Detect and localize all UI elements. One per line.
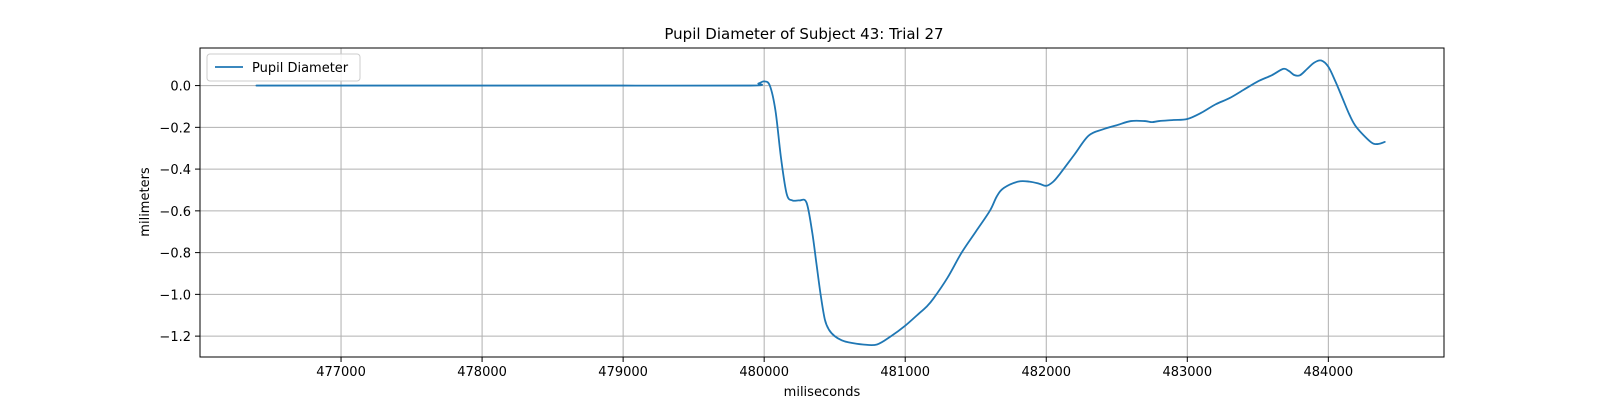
legend-box [206,53,361,82]
x-tick-label: 478000 [457,365,507,380]
series-layer [255,59,1386,347]
y-tick-label: −1.2 [159,330,191,345]
x-tick-label: 481000 [880,365,930,380]
x-tick-label: 482000 [1021,365,1071,380]
legend-label: Pupil Diameter [252,61,349,76]
y-tick-label: −0.4 [159,163,191,178]
chart-title: Pupil Diameter of Subject 43: Trial 27 [664,25,943,43]
legend: Pupil Diameter [206,53,361,82]
x-tick-label: 483000 [1162,365,1212,380]
x-axis-label: miliseconds [784,385,861,400]
grid-layer [200,48,1444,357]
y-tick-label: −0.8 [159,247,191,262]
x-tick-label: 477000 [316,365,366,380]
y-tick-label: −1.0 [159,288,191,303]
y-tick-label: −0.2 [159,121,191,136]
y-axis-label: milimeters [138,167,153,237]
x-tick-label: 479000 [598,365,648,380]
tick-layer: 477000 478000 479000 480000 481000 482000 4830… [159,80,1353,380]
x-tick-label: 480000 [739,365,789,380]
series-line-pupil-diameter [255,59,1386,347]
y-tick-label: 0.0 [170,80,191,95]
x-tick-label: 484000 [1304,365,1354,380]
y-tick-label: −0.6 [159,205,191,220]
plot-frame [199,47,1445,358]
